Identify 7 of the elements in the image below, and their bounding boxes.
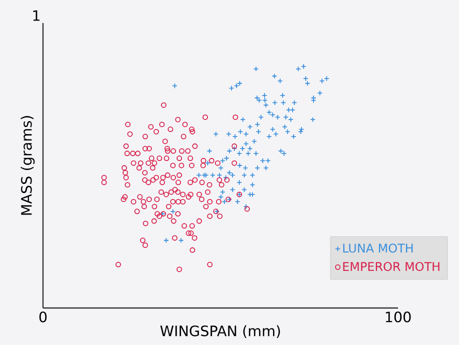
y-axis-title: MASS (grams) [20,116,35,215]
legend-label: LUNA MOTH [343,244,413,253]
legend-label: EMPEROR MOTH [343,262,440,271]
x-tick-label: 0 [39,312,47,322]
text: 1 [33,10,40,21]
x-axis-title: WINGSPAN (mm) [160,325,280,338]
x-tick-label: 100 [386,312,411,322]
